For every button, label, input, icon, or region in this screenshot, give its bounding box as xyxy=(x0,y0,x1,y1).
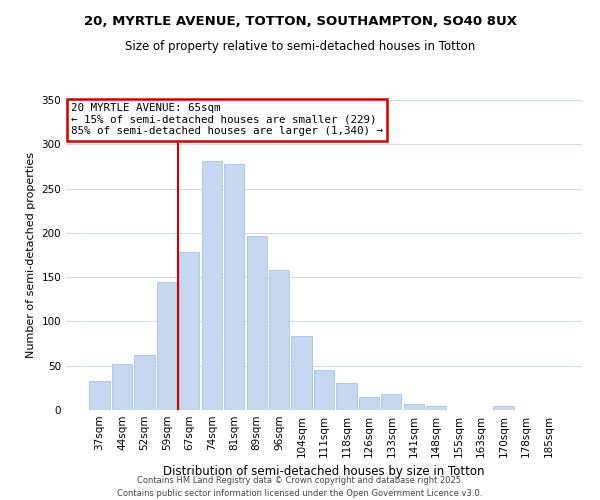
Text: Size of property relative to semi-detached houses in Totton: Size of property relative to semi-detach… xyxy=(125,40,475,53)
Bar xyxy=(89,381,110,410)
Bar xyxy=(247,236,267,410)
Y-axis label: Number of semi-detached properties: Number of semi-detached properties xyxy=(26,152,36,358)
X-axis label: Distribution of semi-detached houses by size in Totton: Distribution of semi-detached houses by … xyxy=(163,466,485,478)
Bar xyxy=(314,370,334,410)
Bar xyxy=(493,406,514,410)
Bar xyxy=(404,404,424,410)
Bar xyxy=(292,336,311,410)
Bar xyxy=(179,252,199,410)
Bar xyxy=(269,270,289,410)
Bar xyxy=(359,396,379,410)
Text: 20, MYRTLE AVENUE, TOTTON, SOUTHAMPTON, SO40 8UX: 20, MYRTLE AVENUE, TOTTON, SOUTHAMPTON, … xyxy=(83,15,517,28)
Bar xyxy=(224,164,244,410)
Bar xyxy=(112,364,132,410)
Bar xyxy=(426,406,446,410)
Text: 20 MYRTLE AVENUE: 65sqm
← 15% of semi-detached houses are smaller (229)
85% of s: 20 MYRTLE AVENUE: 65sqm ← 15% of semi-de… xyxy=(71,103,383,136)
Bar xyxy=(381,394,401,410)
Bar xyxy=(337,382,356,410)
Bar xyxy=(202,161,222,410)
Text: Contains HM Land Registry data © Crown copyright and database right 2025.
Contai: Contains HM Land Registry data © Crown c… xyxy=(118,476,482,498)
Bar xyxy=(134,355,155,410)
Bar xyxy=(157,282,177,410)
